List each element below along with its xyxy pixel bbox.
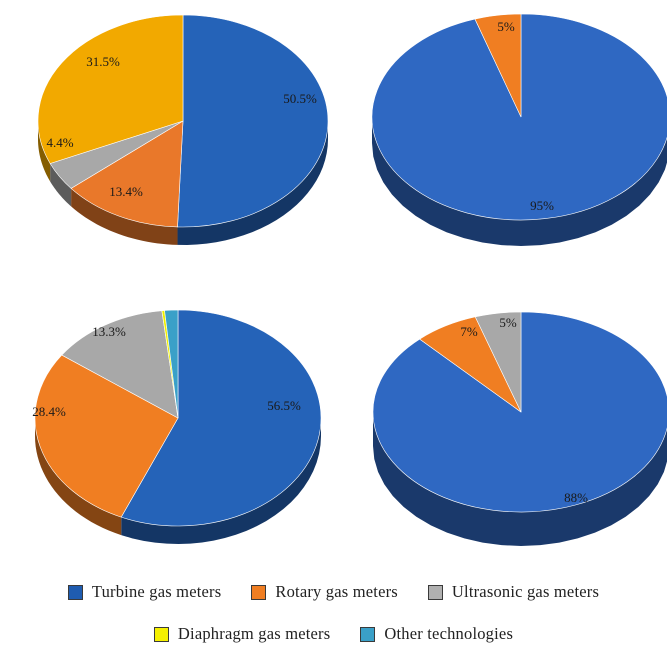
legend-item-diaphragm: Diaphragm gas meters (153, 624, 331, 644)
legend-swatch-turbine (67, 584, 83, 600)
pie-4-label-1: 88% (564, 490, 588, 505)
legend-item-ultrasonic: Ultrasonic gas meters (427, 582, 600, 602)
pie-3-slice-ultrasonic (61, 310, 179, 419)
legend-item-other: Other technologies (360, 624, 513, 644)
pie-chart-3: 56.5% 28.4% 13.3% (32, 309, 322, 544)
legend-label-other: Other technologies (384, 624, 514, 643)
pie-3-side-rotary (35, 418, 122, 536)
pie-1-slice-turbine-yellow (37, 14, 184, 164)
pie-2-label-1: 95% (530, 198, 554, 213)
pie-chart-1: 50.5% 13.4% 4.4% 31.5% (37, 14, 329, 245)
pie-2-side (372, 117, 667, 246)
pie-1-label-1: 50.5% (283, 91, 317, 106)
pie-4-side-turbine (373, 412, 667, 546)
pie-3-slice-turbine (120, 309, 322, 527)
legend-label-turbine: Turbine gas meters (91, 582, 222, 601)
pie-1-slice-turbine (177, 14, 329, 228)
legend-label-ultrasonic: Ultrasonic gas meters (451, 582, 600, 601)
pie-4-slice-turbine (372, 311, 667, 513)
legend-row-1: Turbine gas meters Rotary gas meters Ult… (0, 582, 667, 602)
pie-3-slice-other (164, 309, 179, 419)
legend-swatch-ultrasonic (427, 584, 443, 600)
legend-swatch-diaphragm (153, 626, 169, 642)
pie-1-label-3: 4.4% (46, 135, 73, 150)
legend-item-rotary: Rotary gas meters (251, 582, 398, 602)
pie-2-slice-rotary (474, 13, 522, 118)
legend-swatch-rotary (251, 584, 267, 600)
pie-2-slice-turbine (371, 13, 667, 221)
pie-1-label-2: 13.4% (109, 184, 143, 199)
pie-3-label-3: 13.3% (92, 324, 126, 339)
pie-2-side-turbine (372, 117, 667, 246)
pie-4-label-2: 7% (460, 324, 478, 339)
pie-4-slice-ultrasonic (474, 311, 522, 413)
pie-3-side (35, 418, 321, 544)
pie-2-label-2: 5% (497, 19, 515, 34)
pie-3-side-turbine (121, 418, 321, 544)
pie-1-side-turbine-yellow (38, 121, 51, 182)
legend-row-2: Diaphragm gas meters Other technologies (0, 624, 667, 644)
pie-3-label-2: 28.4% (32, 404, 66, 419)
pie-1-slice-rotary (70, 120, 184, 228)
pie-1-side (38, 121, 328, 245)
pie-charts-canvas: 50.5% 13.4% 4.4% 31.5% 95% 5% 56.5% 28.4% 13.3% 8… (32, 13, 667, 546)
pie-chart-4: 88% 7% 5% (372, 311, 667, 546)
pie-1-side-ultrasonic (50, 163, 72, 207)
pie-4-side (373, 412, 667, 546)
pie-chart-2: 95% 5% (371, 13, 667, 246)
pie-1-label-4: 31.5% (86, 54, 120, 69)
pie-3-slice-rotary (34, 354, 179, 518)
pie-1-side-rotary (71, 188, 178, 245)
pie-1-side-turbine (177, 121, 328, 245)
pie-3-label-1: 56.5% (267, 398, 301, 413)
pie-4-label-3: 5% (499, 315, 517, 330)
legend-label-diaphragm: Diaphragm gas meters (177, 624, 331, 643)
legend-label-rotary: Rotary gas meters (275, 582, 398, 601)
legend-swatch-other (360, 626, 376, 642)
legend-item-turbine: Turbine gas meters (67, 582, 222, 602)
